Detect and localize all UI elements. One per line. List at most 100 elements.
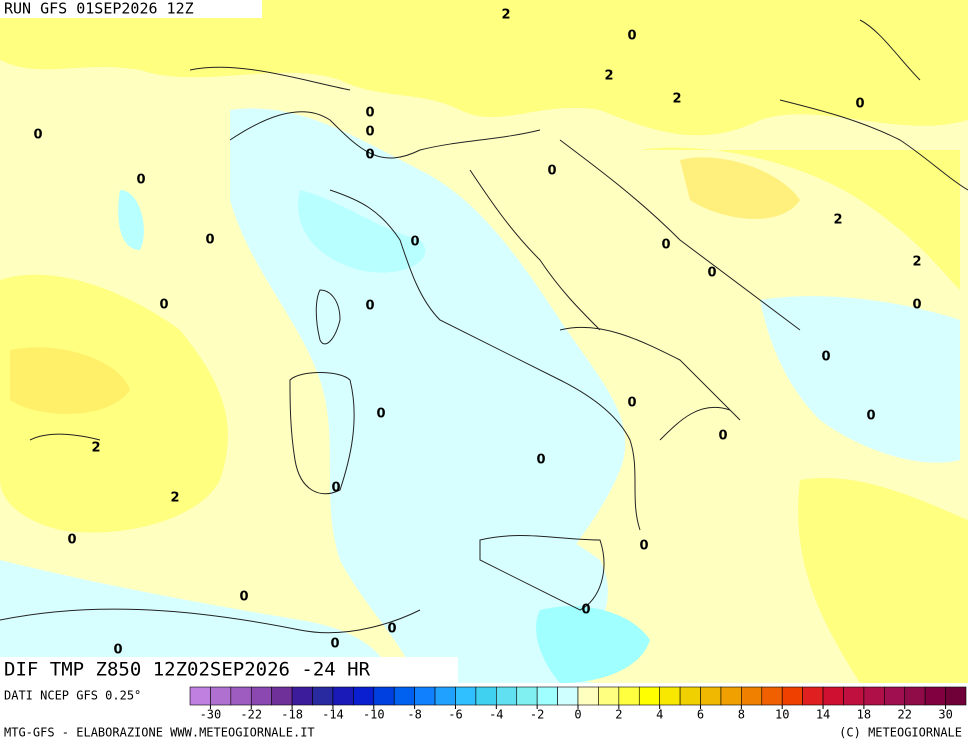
- colorbar-swatch: [291, 686, 313, 706]
- contour-label: 0: [159, 298, 168, 313]
- colorbar-swatch: [312, 686, 334, 706]
- colorbar-swatch: [884, 686, 906, 706]
- contour-label: 0: [912, 298, 921, 313]
- contour-label: 0: [33, 128, 42, 143]
- contour-label: 0: [547, 164, 556, 179]
- colorbar-tick-label: -10: [363, 708, 385, 722]
- colorbar-tick-label: 0: [574, 708, 581, 722]
- colorbar-swatch: [659, 686, 681, 706]
- source-label: DATI NCEP GFS 0.25°: [4, 689, 141, 703]
- colorbar-swatch: [638, 686, 660, 706]
- credit-left: MTG-GFS - ELABORAZIONE WWW.METEOGIORNALE…: [4, 726, 315, 740]
- colorbar-tick-label: 30: [938, 708, 952, 722]
- contour-label: 2: [170, 491, 179, 506]
- map-title: DIF TMP Z850 12Z02SEP2026 -24 HR: [4, 659, 371, 681]
- contour-label: 0: [67, 533, 76, 548]
- contour-label: 2: [912, 255, 921, 270]
- colorbar-swatch: [700, 686, 722, 706]
- colorbar-swatch: [577, 686, 599, 706]
- contour-label: 2: [501, 8, 510, 23]
- contour-label: 0: [331, 481, 340, 496]
- colorbar-swatch: [373, 686, 395, 706]
- colorbar-swatch: [802, 686, 824, 706]
- colorbar-tick-label: -8: [407, 708, 421, 722]
- contour-label: 0: [365, 299, 374, 314]
- colorbar-tick-label: 14: [816, 708, 830, 722]
- colorbar-tick-label: -18: [281, 708, 303, 722]
- contour-label: 2: [604, 69, 613, 84]
- contour-label: 0: [627, 29, 636, 44]
- colorbar-swatch: [741, 686, 763, 706]
- contour-label: 0: [365, 148, 374, 163]
- colorbar-swatch: [924, 686, 946, 706]
- colorbar-tick-label: 10: [775, 708, 789, 722]
- colorbar-swatch: [618, 686, 640, 706]
- contour-label: 0: [376, 407, 385, 422]
- colorbar-tick-label: 22: [898, 708, 912, 722]
- title-box: [0, 657, 458, 683]
- colorbar-swatch: [781, 686, 803, 706]
- run-label: RUN GFS 01SEP2026 12Z: [4, 0, 194, 18]
- colorbar: -30 -22 -18 -14 -10 -8 -6 -4 -2 0 2 4 6 8 10 14 18 22 30: [189, 686, 967, 722]
- colorbar-swatch: [679, 686, 701, 706]
- colorbar-swatch: [822, 686, 844, 706]
- contour-label: 2: [672, 92, 681, 107]
- contour-label: 0: [821, 350, 830, 365]
- colorbar-tick-label: -4: [489, 708, 503, 722]
- colorbar-swatch: [189, 686, 211, 706]
- map-field: [0, 0, 968, 684]
- colorbar-swatch: [434, 686, 456, 706]
- contour-label: 0: [330, 637, 339, 652]
- colorbar-tick-label: -30: [200, 708, 222, 722]
- colorbar-swatch: [414, 686, 436, 706]
- colorbar-swatch: [210, 686, 232, 706]
- credit-right: (C) METEOGIORNALE: [839, 726, 962, 740]
- contour-label: 0: [661, 238, 670, 253]
- colorbar-swatch: [250, 686, 272, 706]
- colorbar-swatch: [496, 686, 518, 706]
- colorbar-swatch: [475, 686, 497, 706]
- colorbar-swatch: [230, 686, 252, 706]
- colorbar-tick-label: 2: [615, 708, 622, 722]
- colorbar-tick-label: 4: [656, 708, 663, 722]
- colorbar-tick-label: 8: [738, 708, 745, 722]
- contour-label: 2: [833, 213, 842, 228]
- contour-label: 0: [113, 643, 122, 658]
- contour-label: 0: [239, 590, 248, 605]
- colorbar-swatch: [945, 686, 967, 706]
- contour-label: 0: [365, 106, 374, 121]
- contour-label: 0: [866, 409, 875, 424]
- colorbar-swatch: [843, 686, 865, 706]
- colorbar-swatch: [557, 686, 579, 706]
- colorbar-tick-label: 18: [857, 708, 871, 722]
- contour-label: 0: [205, 233, 214, 248]
- contour-label: 0: [855, 97, 864, 112]
- contour-label: 0: [707, 266, 716, 281]
- colorbar-tick-label: -6: [448, 708, 462, 722]
- contour-label: 0: [627, 396, 636, 411]
- contour-label: 0: [387, 622, 396, 637]
- contour-label: 0: [136, 173, 145, 188]
- colorbar-swatch: [863, 686, 885, 706]
- colorbar-swatch: [353, 686, 375, 706]
- colorbar-tick-label: 6: [697, 708, 704, 722]
- contour-label: 0: [581, 603, 590, 618]
- contour-label: 0: [536, 453, 545, 468]
- colorbar-tick-label: -14: [322, 708, 344, 722]
- colorbar-swatch: [536, 686, 558, 706]
- contour-label: 0: [410, 235, 419, 250]
- colorbar-swatch: [516, 686, 538, 706]
- colorbar-swatch: [332, 686, 354, 706]
- colorbar-tick-label: -22: [240, 708, 262, 722]
- header-box: [0, 0, 262, 18]
- colorbar-tick-label: -2: [530, 708, 544, 722]
- colorbar-swatch: [904, 686, 926, 706]
- contour-label: 2: [91, 441, 100, 456]
- contour-label: 0: [365, 125, 374, 140]
- colorbar-swatch: [598, 686, 620, 706]
- colorbar-swatch: [271, 686, 293, 706]
- contour-label: 0: [639, 539, 648, 554]
- contour-labels: 2 0 2 2 0 0 0 0 0 0 0 2 0 0 0 0 2 0 0 0 0 0 0 0 0 2 0 0 2 0 0 0 0 0 0 0: [33, 8, 921, 658]
